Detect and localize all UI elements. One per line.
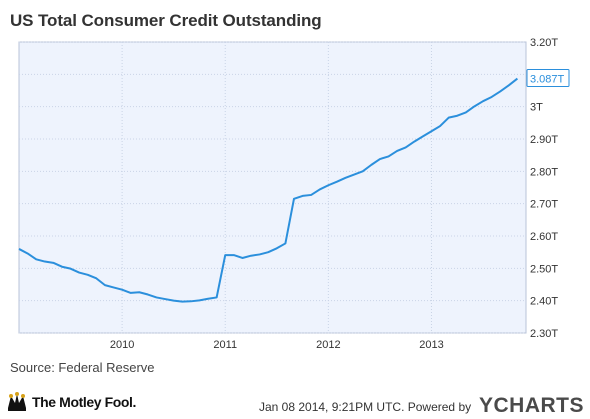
x-tick-label: 2013 [419, 339, 443, 351]
data-point [473, 105, 475, 107]
data-point [155, 296, 157, 298]
data-point [190, 300, 192, 302]
data-point [353, 174, 355, 176]
data-point [345, 177, 347, 179]
x-tick-label: 2012 [316, 339, 340, 351]
data-point [499, 90, 501, 92]
data-point [456, 115, 458, 117]
data-point [336, 181, 338, 183]
y-tick-label: 2.40T [530, 296, 558, 308]
data-point [396, 150, 398, 152]
data-point [327, 184, 329, 186]
data-point [233, 254, 235, 256]
chart-title: US Total Consumer Credit Outstanding [10, 11, 322, 30]
data-point [388, 155, 390, 157]
data-point [293, 198, 295, 200]
data-point [430, 130, 432, 132]
x-tick-label: 2011 [213, 339, 237, 351]
data-point [164, 298, 166, 300]
data-point [138, 291, 140, 293]
data-point [362, 170, 364, 172]
data-point [448, 117, 450, 119]
jester-hat-icon [8, 392, 26, 411]
data-point [508, 84, 510, 86]
data-point [70, 268, 72, 270]
y-tick-label: 2.30T [530, 328, 558, 340]
data-point [113, 286, 115, 288]
last-value-text: 3.087T [530, 74, 565, 86]
x-tick-label: 2010 [110, 339, 134, 351]
data-point [302, 195, 304, 197]
data-point [250, 255, 252, 257]
data-point [52, 262, 54, 264]
data-point [319, 188, 321, 190]
data-point [121, 289, 123, 291]
data-point [241, 257, 243, 259]
data-point [181, 301, 183, 303]
data-point [147, 294, 149, 296]
data-point [44, 261, 46, 263]
data-point [27, 252, 29, 254]
data-point [405, 146, 407, 148]
data-point [516, 78, 518, 80]
ycharts-wordmark: YCHARTS [479, 394, 585, 417]
motley-fool-wordmark: The Motley Fool. [32, 394, 137, 410]
plot-area [18, 41, 527, 334]
last-value-label: 3.087T [526, 69, 570, 88]
y-tick-label: 2.50T [530, 263, 558, 275]
data-point [173, 300, 175, 302]
data-point [310, 194, 312, 196]
data-point [491, 96, 493, 98]
data-point [207, 298, 209, 300]
data-point [130, 292, 132, 294]
y-tick-label: 2.60T [530, 231, 558, 243]
data-point [439, 125, 441, 127]
data-point [259, 253, 261, 255]
data-point [413, 141, 415, 143]
last-value-box [526, 69, 570, 88]
data-point [370, 164, 372, 166]
data-point [95, 277, 97, 279]
data-point [379, 158, 381, 160]
data-point [465, 111, 467, 113]
data-point [224, 254, 226, 256]
y-tick-label: 3T [530, 102, 543, 114]
data-point [276, 247, 278, 249]
data-point [267, 251, 269, 253]
y-tick-label: 3.20T [530, 37, 558, 49]
data-point [61, 266, 63, 268]
grid-lines [19, 41, 526, 334]
data-point [35, 258, 37, 260]
data-point [104, 284, 106, 286]
series-line [18, 77, 519, 303]
y-tick-label: 2.80T [530, 166, 558, 178]
data-point [18, 248, 20, 250]
data-point [87, 274, 89, 276]
motley-fool-logo: The Motley Fool. [6, 391, 136, 413]
source-text: Source: Federal Reserve [10, 360, 155, 375]
line-chart: 3.20T3.10T3T2.90T2.80T2.70T2.60T2.50T2.4… [18, 37, 570, 351]
data-point [198, 299, 200, 301]
axis-ticks: 3.20T3.10T3T2.90T2.80T2.70T2.60T2.50T2.4… [110, 37, 559, 351]
data-point [482, 100, 484, 102]
data-point [216, 296, 218, 298]
y-tick-label: 2.70T [530, 199, 558, 211]
y-tick-label: 2.90T [530, 134, 558, 146]
timestamp-text: Jan 08 2014, 9:21PM UTC. Powered by [259, 400, 472, 414]
data-point [422, 135, 424, 137]
data-point [78, 272, 80, 274]
data-point [284, 242, 286, 244]
ycharts-logo: YCHARTS [479, 394, 584, 418]
